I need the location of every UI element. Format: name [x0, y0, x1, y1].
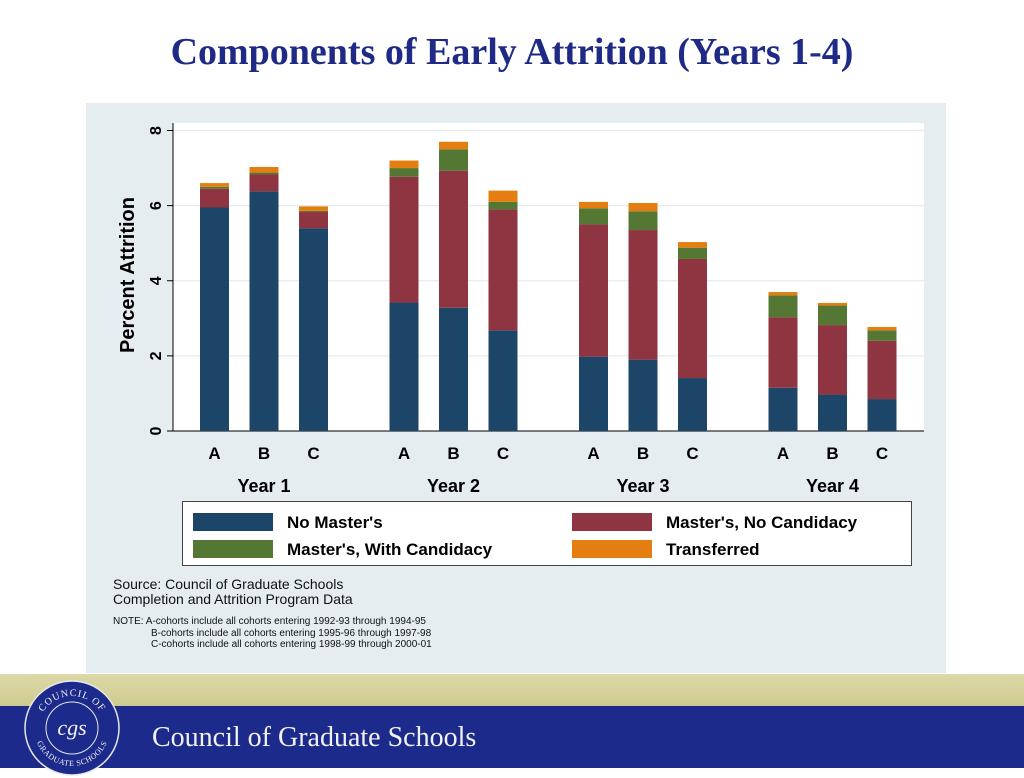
bar-segment: [299, 206, 328, 211]
bar-segment: [439, 149, 468, 171]
legend-swatch: [193, 540, 273, 558]
bar-segment: [867, 399, 897, 431]
cohort-note: NOTE: A-cohorts include all cohorts ente…: [113, 616, 432, 651]
y-tick-label: 4: [148, 276, 165, 285]
legend-label: Master's, With Candidacy: [287, 540, 493, 559]
bar-segment: [867, 326, 897, 331]
stacked-bar-chart: 0 2 4 6 8 A B C A B C A B C A B C Year 1 Year 2 Year 3 Year …: [117, 123, 924, 496]
bar-segment: [200, 188, 229, 208]
bar-segment: [867, 330, 897, 341]
bar-segment: [200, 186, 229, 189]
cgs-seal-logo: COUNCIL OF GRADUATE SCHOOLS cgs: [24, 680, 120, 776]
bar-segment: [678, 378, 707, 431]
x-tick-label: A: [398, 444, 410, 463]
legend-swatch: [572, 540, 652, 558]
x-tick-label: A: [587, 444, 599, 463]
x-tick-label: A: [208, 444, 220, 463]
x-tick-label: A: [777, 444, 789, 463]
x-tick-label: B: [826, 444, 838, 463]
bar-segment: [249, 166, 279, 173]
y-tick-label: 0: [148, 426, 165, 435]
x-tick-label: C: [876, 444, 888, 463]
legend-label: No Master's: [287, 513, 383, 532]
page-title: Components of Early Attrition (Years 1-4…: [170, 31, 854, 73]
y-tick-label: 8: [148, 126, 165, 135]
bar-segment: [299, 228, 328, 431]
bar-segment: [439, 307, 468, 431]
bar-segment: [200, 207, 229, 431]
x-group-label: Year 1: [237, 476, 290, 496]
bar-segment: [249, 172, 279, 175]
bar-segment: [867, 340, 897, 400]
bar-segment: [488, 201, 518, 210]
bar-segment: [200, 183, 229, 187]
bar-segment: [488, 330, 518, 431]
x-tick-label: C: [686, 444, 698, 463]
bar-segment: [818, 305, 847, 326]
bar-segment: [628, 203, 658, 212]
x-group-label: Year 3: [616, 476, 669, 496]
x-tick-label: C: [307, 444, 319, 463]
bar-segment: [768, 292, 798, 296]
bar-segment: [249, 191, 279, 431]
note-line: C-cohorts include all cohorts entering 1…: [151, 639, 432, 650]
bar-segment: [628, 211, 658, 231]
x-tick-label: B: [258, 444, 270, 463]
bar-segment: [628, 359, 658, 431]
footer-band: [0, 674, 1024, 768]
plot-area: [173, 123, 924, 431]
bar-segment: [299, 212, 328, 229]
note-line: B-cohorts include all cohorts entering 1…: [151, 627, 432, 639]
bar-segment: [678, 258, 707, 379]
bar-segment: [488, 190, 518, 202]
legend-label: Transferred: [666, 540, 760, 559]
x-tick-label: C: [497, 444, 509, 463]
bar-segment: [389, 176, 419, 303]
bar-segment: [579, 208, 608, 225]
legend-label: Master's, No Candidacy: [666, 513, 858, 532]
bar-segment: [579, 224, 608, 357]
bar-segment: [768, 317, 798, 388]
bar-segment: [439, 170, 468, 308]
x-group-label: Year 4: [806, 476, 859, 496]
bar-segment: [389, 160, 419, 169]
chart-legend: No Master's Master's, No Candidacy Maste…: [182, 501, 912, 566]
bar-segment: [579, 356, 608, 431]
bar-segment: [818, 325, 847, 395]
bar-segment: [818, 302, 847, 306]
x-group-label: Year 2: [427, 476, 480, 496]
bar-segment: [768, 295, 798, 318]
bar-segment: [439, 141, 468, 150]
bar-segment: [389, 302, 419, 431]
bar-segment: [389, 168, 419, 177]
bar-segment: [488, 209, 518, 331]
bar-segment: [818, 394, 847, 431]
y-tick-label: 2: [148, 351, 165, 360]
bar-segment: [249, 174, 279, 192]
note-line: NOTE: A-cohorts include all cohorts ente…: [113, 616, 426, 627]
bar-segment: [579, 201, 608, 209]
source-line: Completion and Attrition Program Data: [113, 591, 353, 607]
bar-segment: [768, 387, 798, 431]
bar-segment: [678, 242, 707, 248]
bar-segment: [299, 210, 328, 213]
source-line: Source: Council of Graduate Schools: [113, 576, 344, 592]
y-axis-label: Percent Attrition: [117, 197, 139, 353]
seal-monogram: cgs: [57, 715, 86, 740]
bar-segment: [678, 247, 707, 259]
legend-swatch: [572, 513, 652, 531]
y-tick-label: 6: [148, 201, 165, 210]
x-tick-label: B: [637, 444, 649, 463]
footer-org-name: Council of Graduate Schools: [152, 722, 477, 753]
x-tick-label: B: [447, 444, 459, 463]
legend-swatch: [193, 513, 273, 531]
source-note: Source: Council of Graduate Schools Comp…: [113, 577, 353, 607]
bar-segment: [628, 230, 658, 360]
